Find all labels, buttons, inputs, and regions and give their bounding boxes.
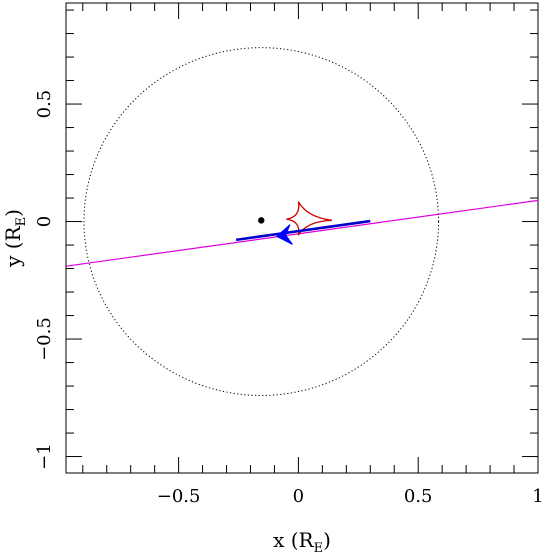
x-axis-label-sub: E [314, 541, 324, 555]
y-tick-label: 0 [34, 216, 55, 227]
x-tick-label: 0 [293, 486, 304, 507]
ticks-layer [66, 3, 539, 473]
y-axis-label-close: ) [1, 209, 25, 217]
y-axis-label: y (RE) [1, 209, 29, 268]
x-axis-label: x (RE) [273, 528, 331, 555]
x-tick-label: 0.5 [404, 486, 433, 507]
x-axis-label-main: x (R [273, 528, 314, 552]
y-axis-label-sub: E [14, 217, 29, 227]
plot-frame [65, 2, 539, 474]
einstein-ring [83, 47, 440, 396]
marks-layer [66, 47, 538, 396]
x-tick-label: 1 [532, 486, 543, 507]
direction-arrow [275, 224, 293, 245]
caustic-curve [286, 201, 333, 236]
y-tick-label: −0.5 [34, 317, 55, 361]
lens-point [258, 217, 265, 224]
y-tick-label: −1 [34, 443, 55, 470]
source-trajectory-line [66, 199, 538, 267]
source-track [235, 219, 371, 242]
x-axis-label-close: ) [323, 528, 331, 552]
x-tick-label: −0.5 [157, 486, 201, 507]
y-tick-label: 0.5 [34, 90, 55, 119]
plot-area [66, 47, 538, 396]
tick-labels-layer: −0.5 0 0.5 1 −1 −0.5 0 0.5 [34, 90, 543, 507]
y-axis-label-main: y (R [1, 225, 25, 267]
